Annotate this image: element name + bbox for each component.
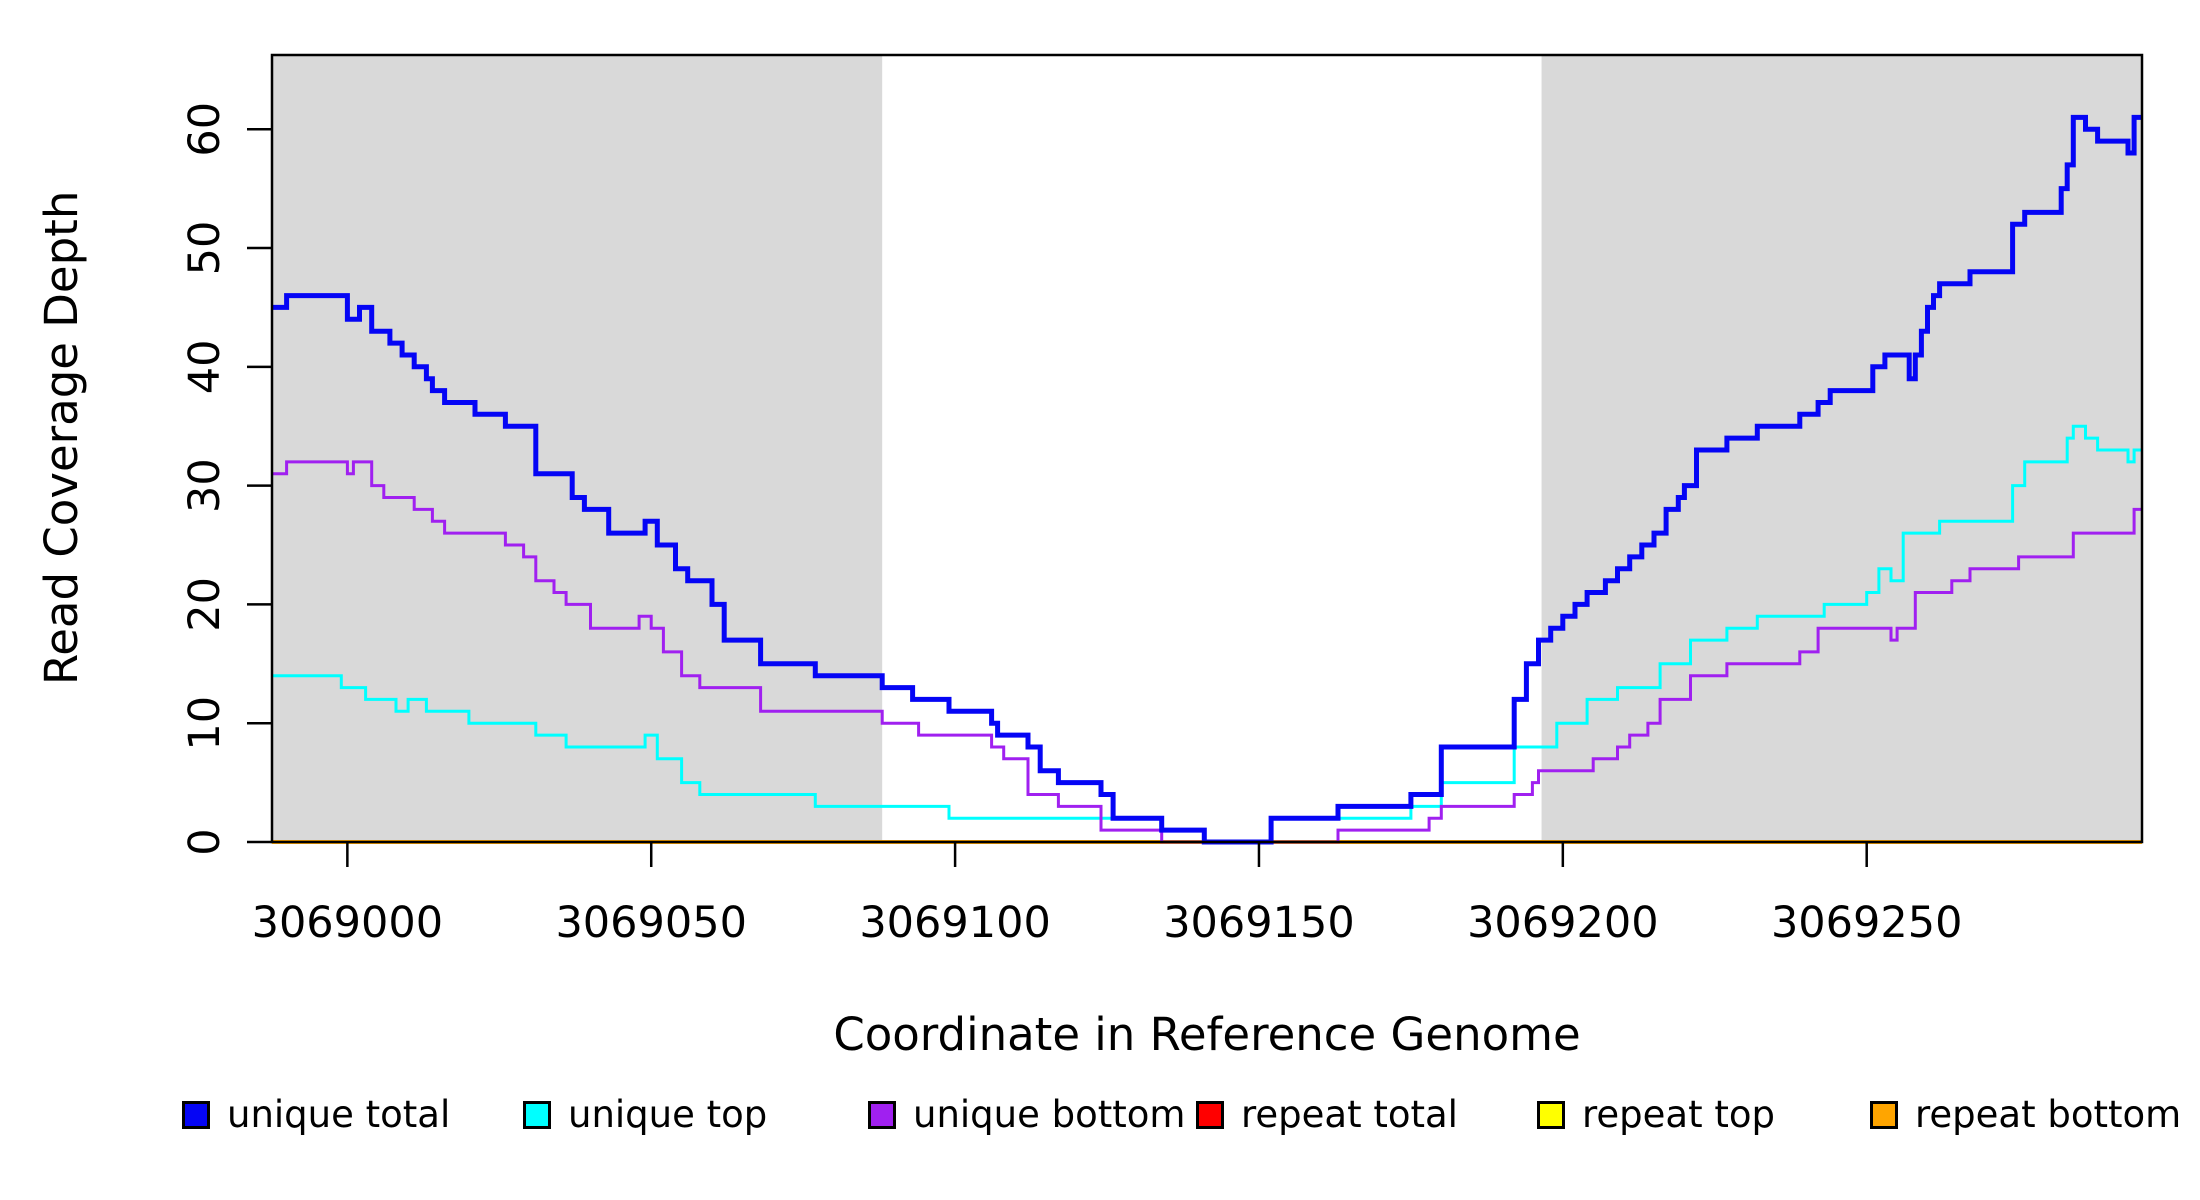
legend-label: repeat bottom xyxy=(1915,1093,2182,1136)
legend-label: unique top xyxy=(568,1093,768,1136)
x-axis-tick-label: 3069250 xyxy=(1771,898,1963,948)
unique-bottom-swatch-icon xyxy=(868,1101,896,1129)
series-line-unique-top xyxy=(272,424,2142,844)
x-axis-tick-label: 3069200 xyxy=(1467,898,1659,948)
series-line-unique-bottom xyxy=(272,460,2142,844)
legend-item-repeat-bottom: repeat bottom xyxy=(1870,1093,2181,1137)
legend-item-repeat-total: repeat total xyxy=(1196,1093,1458,1137)
repeat-total-swatch-icon xyxy=(1196,1101,1224,1129)
y-axis-title-text: Read Coverage Depth xyxy=(35,190,88,685)
legend-item-unique-top: unique top xyxy=(523,1093,767,1137)
right-gray-band xyxy=(1541,55,2142,842)
legend-label: unique total xyxy=(227,1093,451,1136)
plot-frame-layer xyxy=(270,53,2144,844)
x-axis-tick-label: 3069050 xyxy=(555,898,747,948)
plot-box-border xyxy=(270,53,2144,844)
x-axis-tick-label: 3069150 xyxy=(1163,898,1355,948)
axis-ticks-layer xyxy=(247,127,1868,867)
unique-top-swatch-icon xyxy=(523,1101,551,1129)
legend-item-unique-bottom: unique bottom xyxy=(868,1093,1185,1137)
shaded-bands-layer xyxy=(272,55,2142,842)
legend-item-repeat-top: repeat top xyxy=(1537,1093,1775,1137)
y-axis-title: Read Coverage Depth xyxy=(35,191,88,685)
unique-total-swatch-icon xyxy=(182,1101,210,1129)
x-axis-title-text: Coordinate in Reference Genome xyxy=(833,1008,1581,1061)
y-axis-tick-label: 40 xyxy=(180,339,230,394)
axis-tick-labels-layer: 3069000 3069050 3069100 3069150 3069200 30692… xyxy=(180,102,1962,948)
x-axis-title: Coordinate in Reference Genome xyxy=(0,1008,2200,1061)
legend-label: unique bottom xyxy=(913,1093,1186,1136)
repeat-bottom-swatch-icon xyxy=(1870,1101,1898,1129)
y-axis-tick-label: 10 xyxy=(180,696,230,751)
y-axis-tick-label: 50 xyxy=(180,221,230,276)
legend-label: repeat top xyxy=(1582,1093,1775,1136)
y-axis-tick-label: 0 xyxy=(180,828,230,855)
legend-label: repeat total xyxy=(1241,1093,1458,1136)
x-axis-tick-label: 3069000 xyxy=(252,898,444,948)
y-axis-tick-label: 60 xyxy=(180,102,230,157)
left-gray-band xyxy=(272,55,883,842)
y-axis-tick-label: 30 xyxy=(180,458,230,513)
x-axis-tick-label: 3069100 xyxy=(859,898,1051,948)
repeat-top-swatch-icon xyxy=(1537,1101,1565,1129)
series-line-unique-total xyxy=(272,114,2142,845)
y-axis-tick-label: 20 xyxy=(180,577,230,632)
plot-legend: unique total unique top unique bottom re… xyxy=(0,1093,2200,1143)
legend-item-unique-total: unique total xyxy=(182,1093,450,1137)
